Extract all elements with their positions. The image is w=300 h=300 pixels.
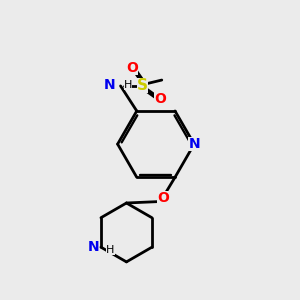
Text: H: H: [124, 80, 132, 90]
Text: N: N: [103, 78, 115, 92]
Text: N: N: [188, 137, 200, 151]
Text: S: S: [137, 78, 148, 93]
Text: H: H: [106, 244, 115, 254]
Text: O: O: [154, 92, 166, 106]
Text: O: O: [126, 61, 138, 75]
Text: O: O: [157, 191, 169, 205]
Text: N: N: [88, 240, 100, 254]
